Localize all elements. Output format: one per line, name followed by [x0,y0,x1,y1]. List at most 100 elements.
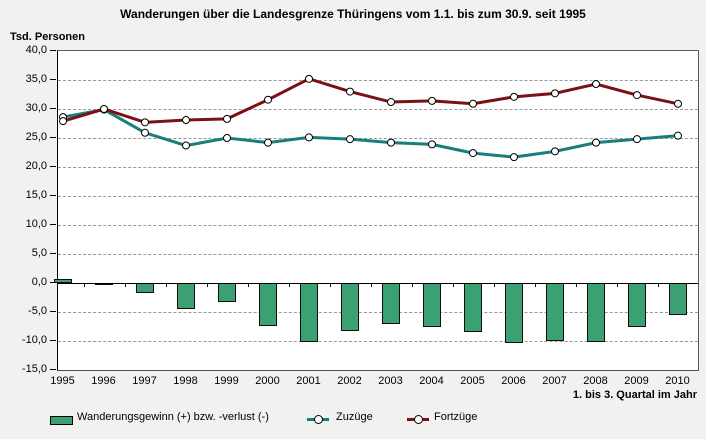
x-tick-label: 1997 [132,375,157,387]
legend-bar-swatch-icon [50,416,73,425]
x-axis-tick [165,283,167,287]
x-axis-tick [411,283,413,287]
data-point-marker [264,95,272,104]
data-point-marker [592,80,600,89]
data-point-marker [592,138,600,147]
zero-axis-line [58,283,698,284]
y-axis-tick [50,137,56,138]
data-point-marker [223,114,231,123]
x-axis-tick [657,283,659,287]
y-axis-tick [50,195,56,196]
data-point-marker [59,117,67,126]
data-point-marker [264,138,272,147]
y-axis-tick [50,166,56,167]
legend-zuzuege-label: Zuzüge [336,411,373,423]
y-axis-tick [50,311,56,312]
data-point-marker [141,128,149,137]
x-axis-tick [288,283,290,287]
grid-line [58,254,698,255]
data-point-marker [551,147,559,156]
x-axis-tick [206,283,208,287]
y-axis-tick [50,369,56,370]
data-point-marker [633,91,641,100]
y-axis-tick [50,79,56,80]
data-point-marker [510,153,518,162]
y-tick-label: -5,0 [28,305,47,317]
data-point-marker [346,87,354,96]
y-tick-label: 20,0 [25,160,47,172]
data-point-marker [387,138,395,147]
data-point-marker [346,135,354,144]
x-axis-tick [247,283,249,287]
zuzuege-line [62,108,679,159]
grid-line [58,109,698,110]
y-tick-label: 25,0 [25,131,47,143]
x-tick-label: 2004 [419,375,444,387]
fortzuege-line [62,77,679,124]
x-axis-tick [452,283,454,287]
data-point-marker [305,74,313,83]
line-series-layer [59,74,682,162]
y-tick-label: 40,0 [25,44,47,56]
y-tick-label: 5,0 [31,247,47,259]
x-tick-label: 1998 [173,375,198,387]
y-tick-label: 35,0 [25,73,47,85]
grid-line [58,225,698,226]
legend-fortzuege-label: Fortzüge [434,411,478,423]
y-axis-tick [50,282,56,283]
grid-line [58,312,698,313]
chart-title: Wanderungen über die Landesgrenze Thürin… [120,7,586,21]
y-axis-tick [50,50,56,51]
x-tick-label: 2005 [460,375,485,387]
x-axis-tick [124,283,126,287]
grid-line [58,138,698,139]
x-tick-label: 2009 [624,375,649,387]
data-point-marker [633,135,641,144]
data-point-marker [674,131,682,140]
legend-bar-label: Wanderungsgewinn (+) bzw. -verlust (-) [77,411,269,423]
x-tick-label: 1999 [214,375,239,387]
grid-line [58,80,698,81]
plot-area [54,50,699,371]
grid-line [58,167,698,168]
grid-line [58,196,698,197]
x-tick-label: 1995 [50,375,75,387]
x-tick-label: 1996 [91,375,116,387]
data-point-marker [141,118,149,127]
x-tick-label: 2007 [542,375,567,387]
y-axis-tick [50,340,56,341]
x-axis-tick [493,283,495,287]
data-point-marker [674,99,682,108]
x-tick-label: 2003 [378,375,403,387]
y-tick-label: -15,0 [21,363,47,375]
y-axis-tick [50,108,56,109]
x-tick-label: 2008 [583,375,608,387]
x-tick-label: 2000 [255,375,280,387]
data-point-marker [223,134,231,142]
x-axis-tick [329,283,331,287]
data-point-marker [551,89,559,98]
y-axis-unit-label: Tsd. Personen [10,31,85,43]
legend: Wanderungsgewinn (+) bzw. -verlust (-) Z… [0,408,706,432]
legend-fortzuege-marker-icon [414,415,423,424]
data-point-marker [469,99,477,108]
data-point-marker [510,92,518,101]
y-tick-label: 0,0 [31,276,47,288]
x-axis-tick [370,283,372,287]
x-tick-label: 2006 [501,375,526,387]
data-point-marker [469,149,477,158]
x-axis-note: 1. bis 3. Quartal im Jahr [572,389,697,401]
data-point-marker [428,96,436,105]
data-point-marker [182,116,190,125]
x-axis-tick [575,283,577,287]
x-axis-tick [83,283,85,287]
data-point-marker [305,133,313,142]
data-point-marker [182,141,190,150]
grid-line [58,341,698,342]
bar [54,278,72,283]
data-point-marker [387,98,395,107]
x-axis-tick [534,283,536,287]
data-point-marker [428,140,436,149]
y-axis-tick [50,224,56,225]
